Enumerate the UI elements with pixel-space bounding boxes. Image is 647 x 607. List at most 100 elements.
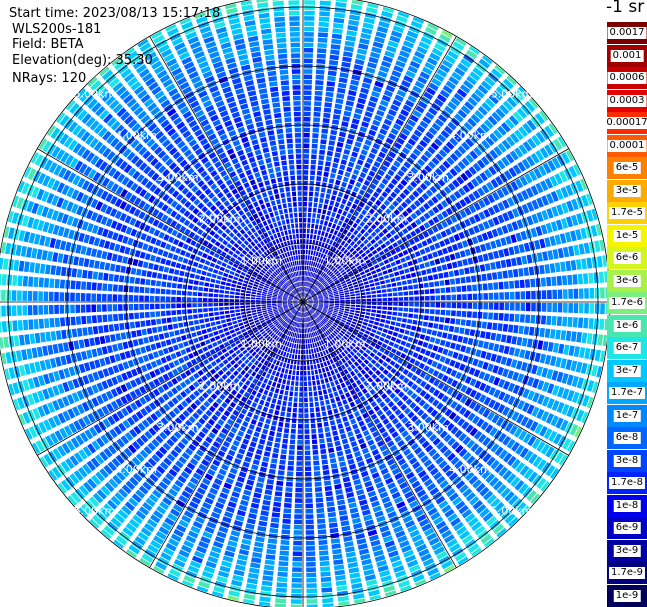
ppi-gate [505,258,512,268]
ppi-gate [407,171,415,179]
ppi-gate [210,511,221,519]
ppi-gate [477,360,484,369]
ppi-gate [349,128,357,135]
ppi-gate [341,198,347,205]
ppi-gate [147,442,156,451]
ppi-gate [330,129,338,136]
ppi-gate [327,75,336,82]
ppi-gate [290,337,294,343]
ppi-gate [553,433,562,445]
ppi-gate [476,126,486,137]
ppi-gate [450,318,456,325]
ppi-gate [469,378,477,387]
ppi-gate [312,295,318,299]
ppi-gate [240,369,246,376]
ppi-gate [160,417,169,426]
ppi-gate [360,376,366,383]
ppi-gate [426,237,433,245]
ppi-gate [380,280,386,285]
ppi-gate [247,316,253,320]
ppi-gate [116,374,124,383]
ppi-gate [209,348,216,355]
ppi-gate [52,415,62,426]
ppi-gate [199,482,209,491]
ppi-gate [420,412,429,421]
ppi-gate [229,535,239,542]
ppi-gate [37,390,45,402]
ppi-gate [95,511,107,522]
ppi-gate [447,333,453,340]
ppi-gate [329,527,339,534]
ppi-gate [116,438,125,448]
ppi-gate [403,296,409,301]
ppi-gate [303,286,305,292]
ppi-gate [318,224,323,230]
ppi-gate [169,331,175,337]
ppi-gate [261,382,266,389]
ppi-gate [507,269,514,278]
ppi-gate [69,473,80,485]
ppi-gate [269,375,275,381]
ppi-gate [392,307,398,311]
ppi-gate [368,345,374,351]
ppi-gate [382,293,387,297]
ppi-gate [344,541,354,548]
ppi-gate [259,399,265,406]
ppi-gate [360,32,372,40]
ppi-gate [489,427,498,437]
ppi-gate [365,457,374,465]
ppi-gate [99,468,109,479]
ppi-gate [364,315,370,319]
ppi-gate [345,251,351,257]
ppi-gate [320,187,326,193]
ppi-gate [358,92,368,100]
ppi-gate [361,274,367,279]
ppi-gate [228,449,236,457]
ppi-gate [321,214,326,220]
ppi-gate [311,326,314,332]
ppi-gate [365,339,372,345]
ppi-gate [442,419,451,428]
ppi-gate [347,133,355,140]
ppi-gate [588,272,594,284]
ppi-gate [263,313,269,317]
ppi-gate [336,257,341,263]
ppi-gate [326,277,331,282]
ppi-gate [42,404,51,416]
ppi-gate [450,286,456,293]
ppi-gate [239,337,245,342]
ppi-gate [480,421,489,431]
ppi-gate [370,313,376,317]
ppi-gate [372,431,380,438]
ppi-gate [334,270,340,275]
ppi-gate [51,466,62,479]
ppi-gate [295,376,299,381]
ppi-gate [25,428,33,440]
ppi-gate [431,360,438,368]
ppi-gate [278,378,283,384]
ppi-gate [307,223,311,228]
ppi-gate [205,339,211,345]
ppi-gate [314,342,318,348]
ppi-gate [43,453,53,466]
ppi-gate [569,424,579,436]
ppi-gate [530,185,539,196]
ppi-gate [446,377,454,385]
ppi-gate [326,371,331,377]
ppi-gate [196,408,204,416]
ppi-gate [177,441,186,450]
ppi-gate [420,154,429,163]
ppi-gate [426,532,438,542]
ppi-gate [342,176,349,183]
ppi-gate [322,254,327,260]
ppi-gate [149,370,156,379]
ppi-gate [283,315,288,320]
ppi-gate [295,327,298,333]
ppi-gate [245,352,251,358]
ppi-gate [354,484,363,491]
ppi-gate [178,519,189,528]
ppi-gate [269,430,275,437]
ppi-gate [602,255,607,267]
ppi-gate [306,328,308,333]
ppi-gate [211,546,222,554]
